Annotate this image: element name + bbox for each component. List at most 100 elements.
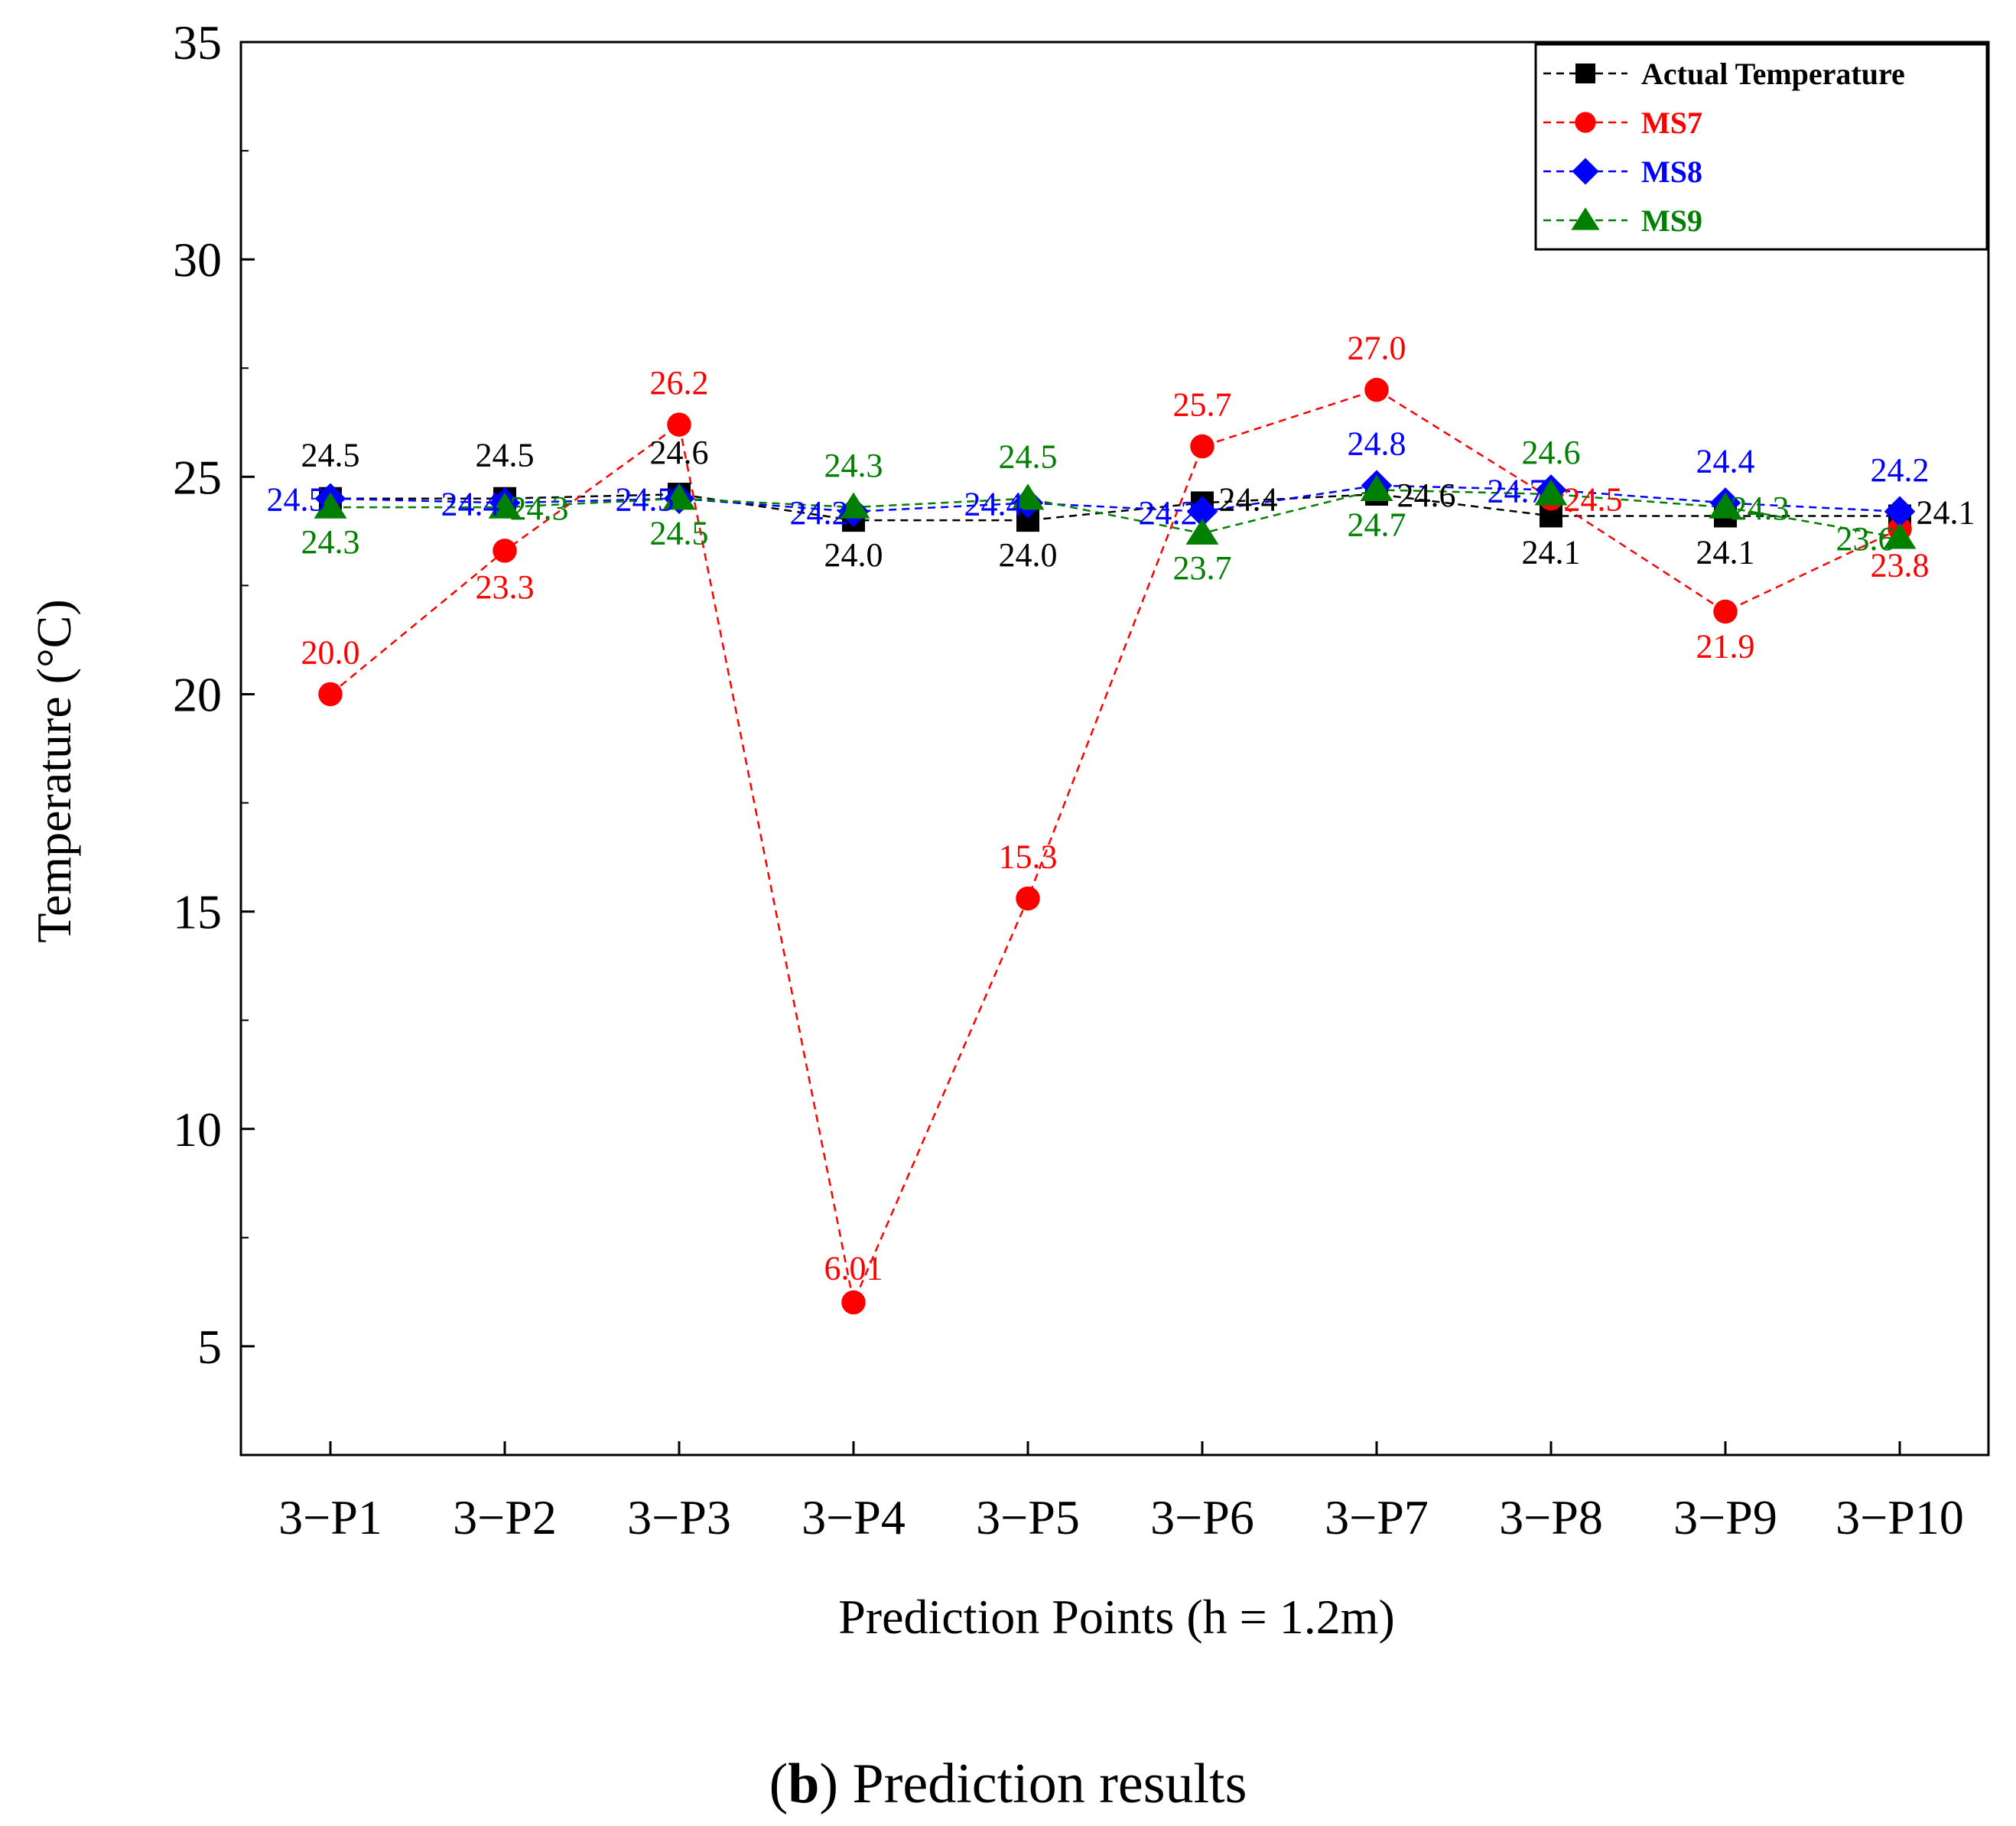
data-label: 24.1 bbox=[1917, 493, 1975, 531]
data-label: 27.0 bbox=[1348, 330, 1406, 367]
data-label: 24.6 bbox=[1397, 477, 1456, 514]
data-label: 24.7 bbox=[1488, 472, 1546, 509]
marker-diamond bbox=[1884, 496, 1916, 528]
marker-triangle bbox=[1534, 479, 1568, 506]
data-label: 24.2 bbox=[1871, 451, 1930, 489]
data-label: 24.1 bbox=[1696, 533, 1755, 571]
data-label: 20.0 bbox=[301, 633, 360, 671]
x-tick-label: 3−P8 bbox=[1499, 1490, 1603, 1544]
data-label: 24.1 bbox=[1522, 533, 1581, 571]
x-axis-title: Prediction Points (h = 1.2m) bbox=[838, 1590, 1395, 1644]
marker-triangle bbox=[1185, 518, 1219, 545]
marker-triangle bbox=[1011, 483, 1045, 510]
data-label: 24.6 bbox=[650, 434, 709, 471]
legend-entry-label: MS8 bbox=[1641, 155, 1702, 189]
data-label: 24.4 bbox=[1696, 442, 1755, 480]
y-tick-label: 20 bbox=[173, 667, 222, 721]
marker-triangle bbox=[662, 483, 696, 510]
marker-square bbox=[1575, 63, 1595, 83]
marker-circle bbox=[318, 682, 343, 707]
plot-frame bbox=[239, 41, 1990, 1457]
x-tick-label: 3−P6 bbox=[1150, 1490, 1254, 1544]
legend-entry-label: Actual Temperature bbox=[1641, 57, 1905, 91]
data-label: 24.0 bbox=[824, 536, 883, 574]
data-label: 24.3 bbox=[301, 523, 360, 561]
data-labels: 24.5 24.5 24.624.0 24.024.4 24.624.1 24.124.1… bbox=[267, 330, 1975, 1287]
data-label: 24.5 bbox=[999, 438, 1058, 476]
data-label: 24.4 bbox=[441, 485, 500, 522]
figure-caption: (b) Prediction results bbox=[0, 1752, 2016, 1817]
marker-circle bbox=[1190, 434, 1214, 459]
series-line-ms9 bbox=[330, 489, 1901, 539]
x-tick-label: 3−P4 bbox=[802, 1490, 906, 1544]
marker-triangle bbox=[488, 492, 522, 519]
caption-letter: b bbox=[788, 1753, 820, 1815]
marker-triangle bbox=[1571, 207, 1600, 230]
marker-circle bbox=[667, 412, 691, 437]
y-tick-label: 10 bbox=[173, 1102, 222, 1157]
data-label: 24.5 bbox=[650, 515, 709, 552]
data-label: 24.7 bbox=[1348, 506, 1406, 543]
marker-circle bbox=[1016, 886, 1040, 911]
marker-triangle bbox=[314, 492, 347, 519]
legend: Actual Temperature MS7 MS8 MS9 bbox=[1534, 43, 1988, 251]
data-label: 23.8 bbox=[1871, 547, 1930, 584]
marker-triangle bbox=[1360, 474, 1393, 501]
caption-close-paren: ) bbox=[819, 1753, 839, 1815]
series-lines bbox=[330, 389, 1901, 1306]
legend-entry-label: MS7 bbox=[1641, 106, 1702, 140]
x-tick-label: 3−P7 bbox=[1325, 1490, 1429, 1544]
data-label: 6.01 bbox=[824, 1250, 883, 1287]
data-label: 24.3 bbox=[510, 490, 569, 527]
axes-layer: 5 10 15 20 25 30 35 3−P1 3−P2 3−P3 3−P4 3−P5 3−P6 3−P… bbox=[173, 15, 1990, 1544]
series-line-ms7 bbox=[330, 389, 1901, 1306]
x-tick-label: 3−P10 bbox=[1836, 1490, 1964, 1544]
data-label: 24.5 bbox=[616, 481, 675, 519]
marker-diamond bbox=[1572, 158, 1599, 185]
data-label: 24.3 bbox=[824, 447, 883, 484]
data-label: 21.9 bbox=[1696, 627, 1755, 665]
x-tick-label: 3−P2 bbox=[453, 1490, 557, 1544]
caption-text: Prediction results bbox=[838, 1753, 1247, 1815]
data-label: 24.5 bbox=[1564, 481, 1623, 519]
caption-open-paren: ( bbox=[769, 1753, 789, 1815]
data-label: 24.4 bbox=[964, 485, 1023, 522]
data-label: 24.5 bbox=[301, 437, 360, 474]
data-label: 24.5 bbox=[267, 481, 326, 519]
data-label: 24.6 bbox=[1522, 434, 1581, 471]
legend-box bbox=[1534, 43, 1988, 251]
marker-triangle bbox=[1709, 492, 1742, 519]
marker-circle bbox=[1575, 112, 1596, 133]
marker-circle bbox=[1364, 377, 1389, 402]
marker-circle bbox=[841, 1290, 866, 1315]
series-line-ms8 bbox=[330, 484, 1901, 513]
x-tick-label: 3−P3 bbox=[627, 1490, 731, 1544]
data-label: 24.3 bbox=[1731, 490, 1790, 527]
y-tick-label: 5 bbox=[197, 1320, 222, 1374]
legend-entry-label: MS9 bbox=[1641, 203, 1702, 238]
y-tick-label: 30 bbox=[173, 233, 222, 287]
data-label: 15.3 bbox=[999, 838, 1058, 876]
data-label: 25.7 bbox=[1173, 386, 1232, 424]
marker-diamond bbox=[1186, 496, 1218, 528]
data-label: 24.5 bbox=[476, 437, 535, 474]
x-tick-label: 3−P5 bbox=[976, 1490, 1080, 1544]
data-label: 26.2 bbox=[650, 364, 709, 402]
marker-triangle bbox=[837, 492, 870, 519]
data-label: 24.8 bbox=[1348, 425, 1406, 463]
y-tick-label: 25 bbox=[173, 450, 222, 504]
data-label: 24.2 bbox=[1139, 494, 1198, 532]
marker-circle bbox=[493, 539, 517, 563]
data-label: 24.2 bbox=[790, 494, 849, 532]
data-label: 24.4 bbox=[1219, 480, 1278, 518]
y-axis-title: Temperature (°C) bbox=[27, 599, 81, 942]
data-label: 23.3 bbox=[476, 568, 535, 606]
data-label: 23.6 bbox=[1836, 520, 1895, 558]
marker-circle bbox=[1713, 599, 1738, 624]
series-line-actual-temperature bbox=[330, 493, 1900, 522]
data-label: 24.0 bbox=[999, 536, 1058, 574]
series-markers bbox=[314, 377, 1917, 1315]
x-tick-label: 3−P1 bbox=[278, 1490, 382, 1544]
y-tick-label: 35 bbox=[173, 15, 222, 70]
